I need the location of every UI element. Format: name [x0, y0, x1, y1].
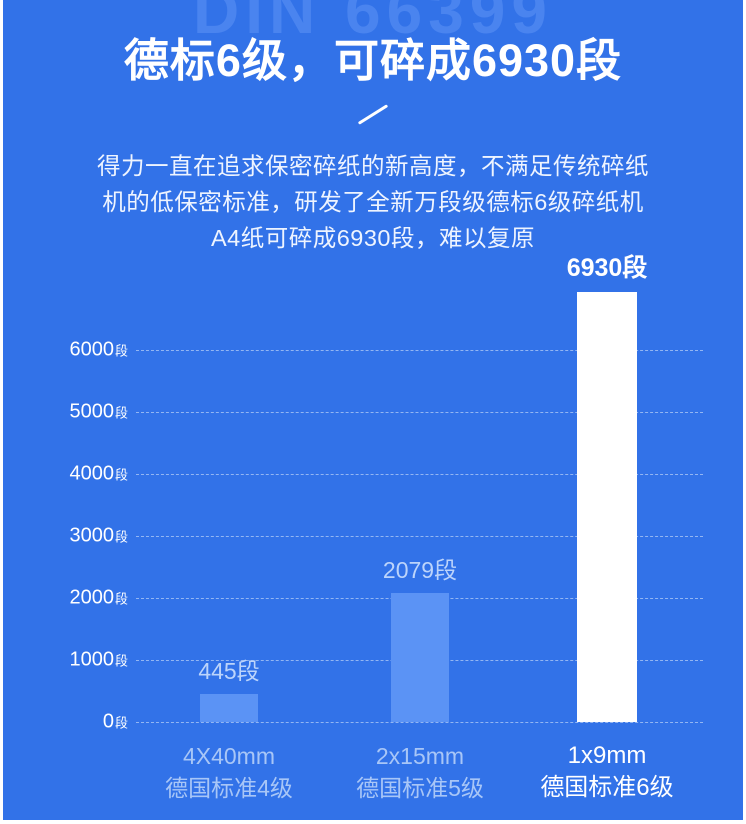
body-copy-line-2: 机的低保密标准，研发了全新万段级德标6级碎纸机 [102, 189, 644, 215]
chart-bar-value-label: 6930段 [566, 254, 648, 283]
chart-bar-rect [391, 593, 449, 722]
chart-bar: 445段 [198, 350, 260, 722]
x-axis-label-standard: 德国标准4级 [165, 775, 293, 801]
y-axis-tick-label: 5000段 [69, 400, 128, 423]
chart-bar: 6930段 [567, 254, 647, 722]
gridline [136, 474, 703, 475]
chart-x-axis: 4X40mm 德国标准4级 2x15mm 德国标准5级 1x9mm 德国标准6级 [136, 740, 703, 820]
watermark-text: DIN 66399 [193, 0, 553, 47]
y-axis-tick-label: 6000段 [69, 338, 128, 361]
body-copy-line-1: 得力一直在追求保密碎纸的新高度，不满足传统碎纸 [97, 153, 649, 179]
x-axis-label-size: 2x15mm [375, 743, 465, 769]
chart-bar-value-label: 2079段 [382, 557, 458, 584]
body-copy-line-3: A4纸可碎成6930段，难以复原 [210, 225, 536, 251]
x-axis-label-standard: 德国标准5级 [356, 775, 484, 801]
x-axis-tick-label: 2x15mm 德国标准5级 [330, 740, 510, 804]
y-axis-tick-label: 4000段 [69, 462, 128, 485]
y-axis-tick-label: 2000段 [69, 586, 128, 609]
decorative-slash-icon [356, 104, 392, 126]
chart-bar-value-label: 445段 [198, 658, 260, 685]
y-axis-tick-label: 1000段 [69, 648, 128, 671]
y-axis-tick-label: 0段 [102, 710, 128, 733]
gridline [136, 722, 703, 723]
y-axis-tick-label: 3000段 [69, 524, 128, 547]
chart-y-axis: 6000段 5000段 4000段 3000段 2000段 1000段 0段 [3, 339, 128, 733]
chart-bar: 2079段 [383, 350, 457, 722]
x-axis-tick-label: 1x9mm 德国标准6级 [517, 740, 697, 804]
gridline [136, 536, 703, 537]
chart-bar-rect [577, 292, 637, 722]
chart-bar-rect [200, 694, 258, 722]
x-axis-label-standard: 德国标准6级 [540, 774, 674, 801]
chart-plot-area: 445段 2079段 6930段 [136, 254, 703, 723]
x-axis-tick-label: 4X40mm 德国标准4级 [139, 740, 319, 804]
page-title: 德标6级，可碎成6930段 [123, 35, 623, 86]
x-axis-label-size: 4X40mm [182, 743, 276, 769]
x-axis-label-size: 1x9mm [567, 742, 647, 769]
gridline [136, 412, 703, 413]
bar-chart: 6000段 5000段 4000段 3000段 2000段 1000段 0段 445段 207… [3, 254, 743, 820]
gridline [136, 350, 703, 351]
body-copy: 得力一直在追求保密碎纸的新高度，不满足传统碎纸 机的低保密标准，研发了全新万段级… [29, 148, 717, 256]
